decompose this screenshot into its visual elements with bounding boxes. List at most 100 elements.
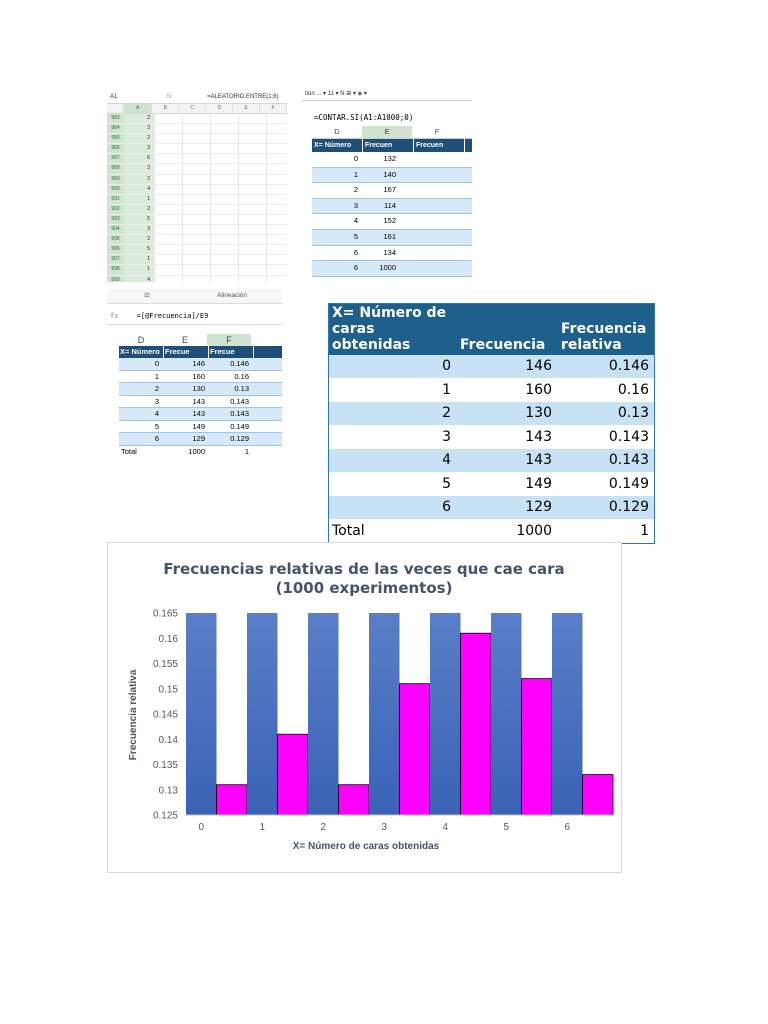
table-row: 4 143 0.143 — [119, 408, 282, 421]
chart-title-line-2: (1000 experimentos) — [276, 579, 453, 597]
bar-magenta-5 — [521, 678, 553, 816]
cell-relative: 0.16 — [617, 381, 649, 398]
row-number: 987 — [107, 154, 124, 164]
cell-value: 2 — [124, 204, 155, 214]
header-cell[interactable]: X= Número — [119, 346, 164, 358]
y-tick-label: 0.165 — [153, 609, 178, 620]
cell-x: 3 — [442, 428, 451, 445]
cell-x: 2 — [442, 405, 451, 421]
y-tick-label: 0.15 — [159, 684, 179, 695]
table-row: 3 143 0.143 — [119, 396, 282, 408]
cell-x: 0 — [353, 154, 358, 163]
header-cell[interactable]: Frecuen — [414, 139, 465, 152]
total-row: Total 1000 1 — [119, 446, 282, 457]
fx-icon: fx — [167, 94, 172, 100]
table-row: 6 129 0.129 — [329, 496, 654, 520]
column-header[interactable]: F — [434, 127, 440, 136]
table-header: X= Número de caras obtenidas Frecuencia … — [329, 304, 654, 355]
column-header[interactable]: D — [334, 127, 340, 136]
chart-title-line-1: Frecuencias relativas de las veces que c… — [163, 560, 564, 578]
rows: 0 132 1 140 2 167 3 114 4 152 5 161 6 134 6 1000 — [302, 152, 472, 277]
header-cell[interactable]: X= Número — [312, 139, 363, 152]
cell-x: 1 — [154, 371, 159, 381]
header-cell[interactable]: Frecuen — [363, 139, 414, 152]
x-tick-label: 2 — [320, 822, 326, 833]
cell-x: 5 — [353, 231, 358, 241]
formula-bar[interactable]: A1 fx =ALEATORIO.ENTRE(1;6) — [107, 92, 287, 104]
group-launcher-icon[interactable]: ⊡ — [144, 292, 150, 299]
column-header[interactable]: E — [233, 104, 261, 113]
table-row: 2 130 0.13 — [119, 383, 282, 396]
cell-value: 3 — [124, 144, 155, 154]
column-header[interactable]: F — [207, 334, 251, 346]
formula-text[interactable]: =ALEATORIO.ENTRE(1;6) — [207, 94, 279, 100]
formula-text[interactable]: =CONTAR.SI(A1:A1000;0) — [314, 113, 414, 122]
y-tick-label: 0.155 — [153, 659, 178, 670]
formula-bar[interactable]: fx =[@Frecuencia]/E9 — [107, 308, 282, 325]
table-row: 6 1000 — [312, 261, 472, 277]
cell-relative: 0.143 — [608, 452, 649, 468]
cell-x: 3 — [154, 396, 159, 406]
ribbon[interactable]: tion ... ▾ 11 ▾ N ⊞ ▾ ◈ ▾ — [302, 88, 472, 101]
table-row: 0 146 0.146 — [119, 358, 282, 371]
cell-value: 3 — [124, 225, 155, 235]
bar-magenta-1 — [277, 733, 309, 816]
table-row: 3 143 0.143 — [329, 426, 654, 449]
name-box[interactable]: A1 — [110, 94, 118, 100]
cell-value: 6 — [124, 154, 155, 164]
cell-x: 4 — [154, 409, 159, 418]
cell-x: 3 — [353, 200, 358, 210]
column-header[interactable]: F — [260, 104, 287, 113]
cell-empty — [408, 183, 458, 198]
header-cell[interactable]: Frecue — [209, 346, 254, 358]
cell-empty — [408, 199, 458, 214]
table-row: 1 160 0.16 — [119, 371, 282, 383]
empty-grid — [154, 113, 287, 282]
x-tick-label: 6 — [564, 822, 570, 833]
chart-svg: Frecuencias relativas de las veces que c… — [128, 560, 614, 852]
cell-frequency: 161 — [383, 231, 396, 241]
cell-x: 6 — [442, 499, 451, 515]
table-rows: 0 146 0.146 1 160 0.16 2 130 0.13 3 143 0.143 4 143 0.… — [329, 355, 654, 520]
column-header[interactable]: D — [206, 104, 234, 113]
table-row: 6 129 0.129 — [119, 433, 282, 446]
header-cell[interactable]: Frecue — [164, 346, 209, 358]
cell-x: 6 — [353, 247, 358, 257]
table-row: 2 167 — [312, 183, 472, 199]
column-header[interactable]: C — [179, 104, 207, 113]
formula-text[interactable]: =[@Frecuencia]/E9 — [136, 312, 209, 320]
column-header[interactable]: E — [362, 126, 412, 138]
cell-relative: 0.146 — [608, 358, 649, 374]
table-row: 5 149 0.149 — [329, 473, 654, 496]
column-headers: D E F — [119, 334, 282, 346]
group-label: Alineación — [217, 292, 247, 299]
cell-empty — [408, 214, 458, 229]
y-tick-label: 0.135 — [153, 760, 178, 771]
row-number: 988 — [107, 164, 124, 174]
total-label: Total — [332, 522, 365, 539]
table-header: X= Número Frecuen Frecuen — [312, 139, 472, 152]
cell-value: 1 — [124, 194, 155, 204]
ribbon-group-labels: ⊡ Alineación — [107, 289, 282, 304]
table-header: X= Número Frecue Frecue — [119, 346, 282, 358]
column-header[interactable]: D — [137, 335, 145, 345]
cell-x: 6 — [154, 434, 159, 443]
x-tick-label: 1 — [259, 822, 265, 833]
cell-value: 1 — [124, 265, 155, 275]
bar-magenta-4 — [460, 632, 492, 816]
cell-relative: 0.149 — [608, 475, 649, 492]
table-row: 1 140 — [312, 167, 472, 184]
total-relative: 1 — [244, 446, 249, 456]
row-number: 992 — [107, 204, 124, 214]
row-number: 991 — [107, 194, 124, 204]
cell-frequency: 143 — [525, 428, 552, 445]
cell-x: 0 — [442, 358, 451, 374]
column-header[interactable]: A — [123, 104, 153, 113]
column-header[interactable]: E — [181, 335, 188, 345]
total-row: Total 1000 1 — [329, 520, 654, 543]
bar-blue-0 — [186, 613, 217, 815]
cell-relative: 0.143 — [230, 409, 249, 418]
y-tick-label: 0.13 — [159, 785, 179, 796]
column-header[interactable]: B — [152, 104, 180, 113]
bar-blue-3 — [369, 613, 400, 815]
